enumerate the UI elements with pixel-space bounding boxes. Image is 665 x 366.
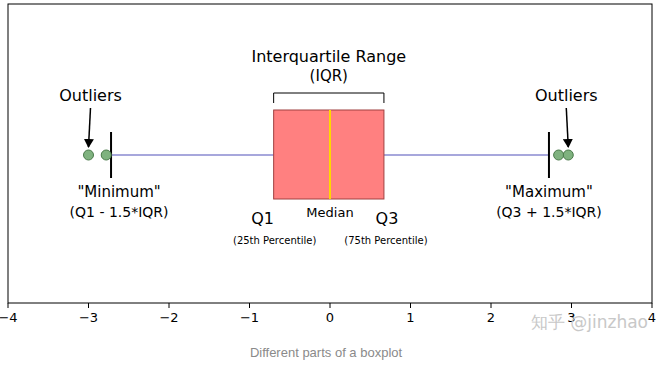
outlier [101, 150, 111, 160]
x-tick-label: 4 [648, 310, 656, 325]
annotation: Median [306, 205, 353, 220]
annotation: (25th Percentile) [233, 235, 316, 246]
x-tick [8, 303, 9, 308]
whisker-cap [548, 132, 550, 178]
whisker-line [384, 154, 549, 156]
annotation: Outliers [535, 86, 598, 105]
x-tick [410, 303, 411, 308]
watermark: 知乎 @jinzhao [531, 312, 648, 332]
x-tick-label: −4 [0, 310, 18, 325]
x-tick-label: 0 [326, 310, 334, 325]
annotation: (IQR) [310, 67, 348, 85]
annotation: (75th Percentile) [344, 235, 427, 246]
chart: −4−3−2−101234OutliersOutliersInterquarti… [0, 0, 665, 366]
annotation: Outliers [59, 86, 122, 105]
x-tick [652, 303, 653, 308]
iqr-bracket [274, 93, 384, 103]
annotation: Q3 [376, 209, 399, 228]
annotation: "Maximum" [505, 183, 593, 201]
annotation: (Q3 + 1.5*IQR) [496, 204, 602, 220]
annotation: Q1 [251, 209, 274, 228]
x-tick-label: 1 [406, 310, 414, 325]
arrow [89, 108, 91, 147]
median-line [329, 110, 331, 199]
annotation: Interquartile Range [251, 47, 406, 66]
annotation: "Minimum" [77, 183, 160, 201]
x-tick-label: 2 [487, 310, 495, 325]
box [274, 110, 384, 199]
outlier [563, 150, 573, 160]
caption: Different parts of a boxplot [250, 345, 403, 360]
x-tick-label: −2 [159, 310, 178, 325]
arrow [566, 108, 568, 147]
x-tick [330, 303, 331, 308]
annotation: (Q1 - 1.5*IQR) [70, 204, 169, 220]
x-tick [249, 303, 250, 308]
x-tick [491, 303, 492, 308]
x-tick [169, 303, 170, 308]
x-tick-label: −3 [79, 310, 98, 325]
plot-frame [8, 4, 652, 303]
whisker-line [111, 154, 274, 156]
outlier [554, 150, 564, 160]
x-tick [88, 303, 89, 308]
x-tick [571, 303, 572, 308]
x-tick-label: −1 [240, 310, 259, 325]
outlier [84, 150, 94, 160]
